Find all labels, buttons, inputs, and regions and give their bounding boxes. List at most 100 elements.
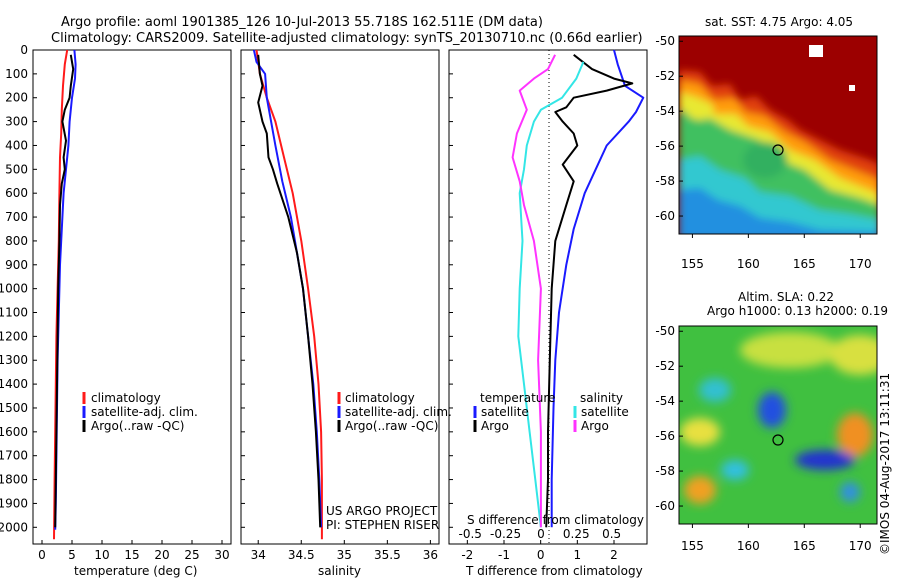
map-lon-tick-label: 170	[849, 539, 872, 553]
legend-label-satellite: satellite-adj. clim.	[345, 405, 452, 419]
depth-tick-label: 2000	[0, 520, 28, 534]
depth-tick-label: 1600	[0, 425, 28, 439]
sla-cyan-patch	[721, 460, 749, 480]
legend-label-argo: Argo(..raw -QC)	[345, 419, 438, 433]
profile-line-t-satellite	[550, 49, 645, 528]
map-lat-tick-label: -50	[655, 34, 675, 48]
depth-tick-label: 1200	[0, 329, 28, 343]
map-lon-tick-label: 165	[793, 257, 816, 271]
t-difference-tick-label: -2	[461, 548, 473, 562]
salinity-tick-label: 35	[337, 548, 352, 562]
sst-blue-band	[679, 188, 877, 234]
map-lon-tick-label: 155	[681, 539, 704, 553]
sst-map-title: sat. SST: 4.75 Argo: 4.05	[705, 15, 853, 29]
profile-line-s-satellite	[517, 61, 585, 528]
salinity-panel-frame	[240, 49, 440, 545]
legend-label-argo: Argo(..raw -QC)	[91, 419, 184, 433]
header-line-1: Argo profile: aoml 1901385_126 10-Jul-20…	[61, 15, 543, 30]
t-difference-tick-label: -1	[498, 548, 510, 562]
depth-tick-label: 1500	[0, 401, 28, 415]
temperature-tick-label: 20	[154, 548, 169, 562]
s-difference-tick-label: 0.5	[602, 527, 621, 541]
temperature-legend: climatology satellite-adj. clim. Argo(..…	[82, 391, 198, 433]
depth-tick-label: 100	[5, 67, 28, 81]
s-difference-tick-label: 0	[537, 527, 545, 541]
profile-line-climatology	[255, 49, 323, 540]
sst-green-patch	[743, 142, 787, 178]
map-lat-tick-label: -54	[655, 104, 675, 118]
profile-line-s-argo	[511, 54, 556, 528]
t-difference-tick-label: 1	[574, 548, 582, 562]
salinity-axis-label: salinity	[318, 564, 361, 578]
sla-orange-patch	[837, 413, 873, 457]
temperature-tick-label: 30	[214, 548, 229, 562]
temperature-tick-label: 5	[68, 548, 76, 562]
sst-yellow-patch	[686, 100, 714, 120]
s-difference-axis-label: S difference from climatology	[467, 513, 644, 527]
sst-map	[679, 36, 877, 234]
map-lat-tick-label: -54	[655, 394, 675, 408]
map-lon-tick-label: 160	[737, 539, 760, 553]
legend-label-s-satellite: satellite	[581, 405, 629, 419]
sst-cloud-gap	[809, 45, 823, 57]
legend-label-s-argo: Argo	[581, 419, 609, 433]
map-lon-tick-label: 165	[793, 539, 816, 553]
map-lat-tick-label: -58	[655, 174, 675, 188]
legend-label-satellite: satellite-adj. clim.	[91, 405, 198, 419]
legend-label-climatology: climatology	[91, 391, 161, 405]
difference-panel-frame	[448, 49, 648, 545]
depth-tick-label: 1000	[0, 282, 28, 296]
depth-tick-label: 600	[5, 186, 28, 200]
map-axis-ticks: 155 160 165 170 -50 -52 -54 -56 -58 -60 155 160 165 1…	[655, 34, 871, 553]
sla-blue-patch	[795, 450, 855, 470]
sla-field	[680, 332, 877, 504]
sst-field	[679, 70, 877, 234]
profile-line-t-argo	[545, 54, 634, 528]
sst-cloud-gap	[849, 85, 855, 91]
map-lat-tick-label: -60	[655, 209, 675, 223]
salinity-tick-label: 34.5	[288, 548, 315, 562]
profile-line-satellite	[252, 49, 323, 528]
depth-tick-label: 900	[5, 258, 28, 272]
sla-blue-patch	[758, 392, 786, 428]
temperature-axis-label: temperature (deg C)	[74, 564, 197, 578]
profile-lines	[53, 49, 645, 540]
depth-tick-label: 200	[5, 91, 28, 105]
depth-tick-label: 800	[5, 234, 28, 248]
header-line-2: Climatology: CARS2009. Satellite-adjuste…	[51, 31, 643, 46]
depth-tick-label: 1100	[0, 306, 28, 320]
profile-line-argo	[54, 54, 75, 528]
depth-tick-label: 0	[20, 43, 28, 57]
map-lon-tick-label: 160	[737, 257, 760, 271]
difference-legend: temperature salinity satellite Argo sate…	[473, 391, 629, 433]
map-lat-tick-label: -50	[655, 324, 675, 338]
t-difference-tick-label: 0	[537, 548, 545, 562]
depth-tick-label: 700	[5, 210, 28, 224]
salinity-legend: climatology satellite-adj. clim. Argo(..…	[326, 391, 452, 532]
t-difference-axis-label: T difference from climatology	[465, 564, 643, 578]
legend-label-t-argo: Argo	[481, 419, 509, 433]
sla-cyan-patch	[840, 482, 860, 502]
sla-no-data-mask	[679, 524, 877, 534]
depth-tick-label: 1700	[0, 449, 28, 463]
sla-cyan-patch	[699, 378, 731, 402]
temperature-tick-label: 25	[184, 548, 199, 562]
sla-map-subtitle: Argo h1000: 0.13 h2000: 0.19	[707, 304, 888, 318]
depth-tick-label: 1400	[0, 377, 28, 391]
map-lat-tick-label: -56	[655, 139, 675, 153]
temperature-tick-label: 0	[38, 548, 46, 562]
map-lon-tick-label: 155	[681, 257, 704, 271]
temperature-tick-label: 10	[94, 548, 109, 562]
imos-credit: ©IMOS 04-Aug-2017 13:11:31	[878, 373, 892, 555]
axis-ticks: 0100200300400500600700800900100011001200…	[0, 43, 621, 562]
map-lat-tick-label: -60	[655, 499, 675, 513]
map-lon-tick-label: 170	[849, 257, 872, 271]
map-lat-tick-label: -56	[655, 429, 675, 443]
project-annotation: US ARGO PROJECT	[326, 504, 438, 518]
s-difference-tick-label: -0.5	[459, 527, 482, 541]
depth-tick-label: 1300	[0, 353, 28, 367]
depth-tick-label: 1800	[0, 473, 28, 487]
t-difference-tick-label: 2	[610, 548, 618, 562]
sla-map-title: Altim. SLA: 0.22	[738, 290, 834, 304]
